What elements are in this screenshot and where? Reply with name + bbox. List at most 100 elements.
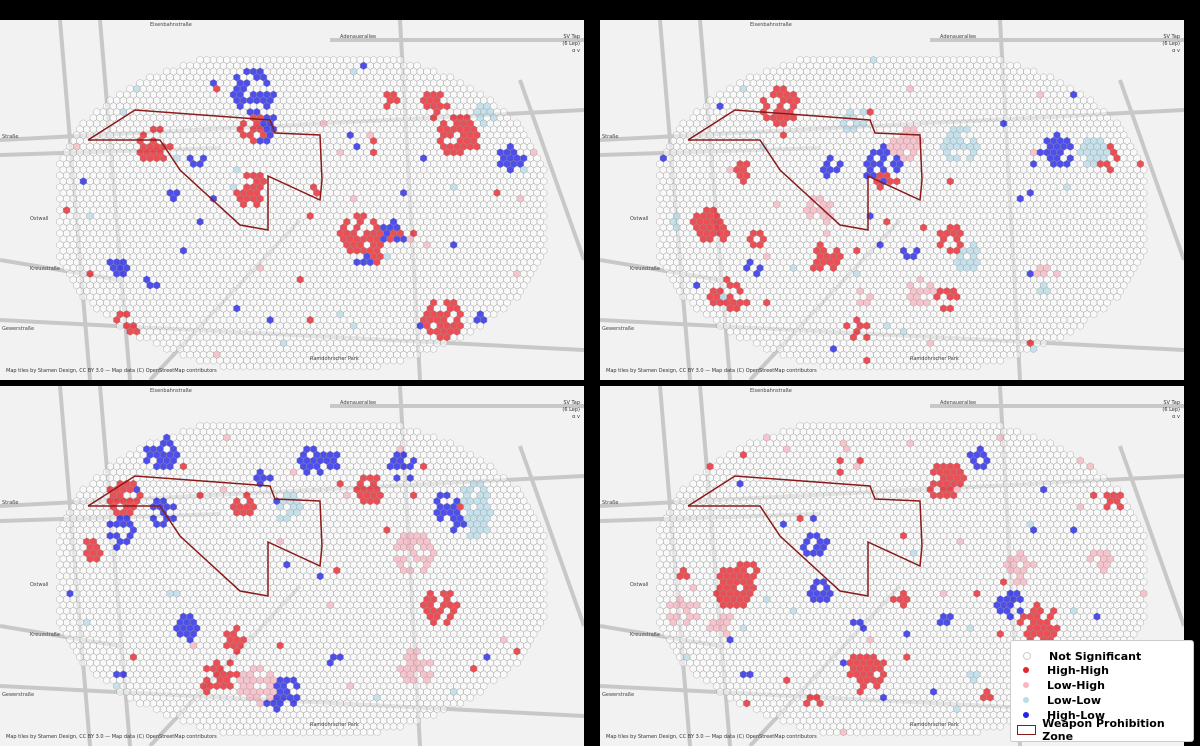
hex-cell-hl	[779, 520, 787, 529]
hex-cell-hh	[233, 508, 241, 517]
hex-cell-hh	[866, 107, 874, 117]
hex-cell-lh	[693, 601, 701, 610]
hex-cell-lh	[256, 699, 264, 708]
weapon-prohibition-zone	[87, 475, 323, 597]
hex-cell-hl	[973, 462, 981, 471]
hex-cell-ll	[683, 653, 691, 662]
legend-item-high-high: High-High	[1019, 663, 1109, 677]
hex-cell-hl	[209, 194, 217, 203]
hex-cell-ll	[490, 113, 498, 122]
hex-cell-ll	[1070, 606, 1078, 615]
hex-cell-hl	[1030, 159, 1038, 169]
hex-cell-hl	[263, 79, 271, 88]
hex-cell-ll	[350, 321, 358, 330]
hex-cell-hh	[726, 281, 734, 290]
hex-cell-ll	[763, 595, 771, 604]
hex-cell-lh	[843, 445, 851, 454]
map-attribution: Map tiles by Stamen Design, CC BY 3.0 — …	[6, 368, 217, 374]
hex-cell-hh	[443, 618, 451, 627]
hex-cell-ll	[970, 676, 978, 685]
hex-cell-hh	[196, 491, 204, 500]
hex-cell-ll	[963, 125, 971, 134]
hex-cell-hh	[353, 246, 361, 255]
map-legend: Not Significant High-High Low-High Low-L…	[1010, 640, 1194, 743]
hex-cell-ll	[133, 84, 141, 93]
hex-cell-hl	[483, 653, 491, 662]
hex-cell-hh	[159, 154, 167, 163]
hex-cell-hl	[816, 595, 824, 604]
hex-cell-lh	[940, 589, 948, 598]
hex-cell-ll	[960, 142, 968, 151]
hex-cell-lh	[923, 298, 931, 307]
hex-cell-hh	[903, 653, 911, 662]
hex-cell-hl	[743, 263, 751, 273]
hex-cell-hh	[856, 687, 864, 696]
hex-cell-ll	[900, 327, 907, 336]
hex-cell-lh	[513, 269, 521, 278]
hex-cell-hl	[253, 96, 261, 105]
hex-cell-hl	[253, 73, 261, 82]
street-label: Adenauerallee	[940, 34, 976, 40]
hex-cell-hh	[930, 491, 938, 500]
hex-cells-not-significant	[56, 55, 548, 371]
hex-cell-hh	[393, 96, 401, 105]
hex-cell-ll	[283, 514, 291, 523]
hex-cell-hh	[1136, 159, 1144, 169]
hex-cell-lh	[906, 84, 914, 93]
hex-cell-hh	[1106, 165, 1114, 174]
hex-cell-lh	[1086, 462, 1094, 471]
hex-cell-hl	[943, 618, 951, 627]
hex-cell-hh	[876, 183, 884, 192]
hex-cell-hl	[833, 165, 841, 174]
street-label: Ramdohrscher Park	[910, 356, 959, 362]
hex-cell-hl	[1016, 595, 1024, 604]
hex-cell-ll	[86, 211, 94, 221]
legend-swatch	[1023, 697, 1029, 703]
hex-cell-hh	[430, 618, 438, 627]
hex-cell-hl	[113, 543, 121, 552]
hex-cell-hl	[1016, 194, 1024, 203]
hex-cell-hh	[446, 131, 454, 140]
hex-cell-hl	[903, 629, 911, 639]
legend-item-low-low: Low-Low	[1019, 693, 1101, 707]
hex-cell-ll	[849, 125, 857, 134]
hex-grid	[56, 421, 548, 737]
hex-cell-hl	[823, 171, 831, 180]
hex-cell-hh	[936, 240, 944, 249]
hex-cell-hh	[996, 629, 1004, 639]
hex-cell-hh	[883, 217, 891, 226]
hex-cell-lh	[926, 339, 934, 348]
hex-cell-hl	[169, 514, 177, 523]
hex-cell-lh	[1030, 148, 1038, 157]
hex-cell-hh	[63, 206, 71, 215]
hex-map: Adenauerallee Straße Ostwall Ramdohrscher P…	[0, 386, 584, 746]
street-label: Ostwall	[30, 582, 48, 588]
street-label: Straße	[602, 500, 618, 506]
hex-cell-hl	[1000, 119, 1008, 128]
hex-cell-hh	[743, 298, 751, 307]
hex-cell-hh	[900, 601, 907, 610]
hex-cell-hl	[880, 693, 887, 702]
hex-cell-hl	[266, 473, 274, 483]
corner-note: SV Tap (6 Lep) α v	[562, 34, 580, 54]
hex-cell-hl	[353, 142, 361, 151]
hex-cell-hl	[159, 462, 167, 471]
map-panel-top-left: Adenauerallee Straße Ostwall Ramdohrscher P…	[0, 20, 584, 380]
hex-cell-lh	[856, 287, 864, 296]
hex-map: Adenauerallee Straße Ostwall Ramdohrscher P…	[600, 20, 1184, 380]
hex-cell-hh	[953, 292, 961, 301]
hex-cell-hh	[716, 298, 724, 307]
hex-cell-lh	[219, 485, 227, 494]
hex-cell-hl	[910, 252, 918, 261]
hex-cell-ll	[953, 142, 961, 151]
map-attribution: Map tiles by Stamen Design, CC BY 3.0 — …	[606, 734, 817, 740]
hex-cell-lh	[426, 658, 434, 667]
hex-cell-hh	[276, 641, 284, 650]
hex-cell-hh	[370, 148, 378, 157]
hex-cell-hl	[406, 473, 414, 483]
hex-cell-hl	[1063, 159, 1071, 169]
hex-cell-ll	[883, 321, 891, 330]
hex-cell-lh	[420, 566, 428, 575]
hex-cell-hh	[456, 148, 464, 157]
hex-cell-hh	[980, 693, 988, 702]
